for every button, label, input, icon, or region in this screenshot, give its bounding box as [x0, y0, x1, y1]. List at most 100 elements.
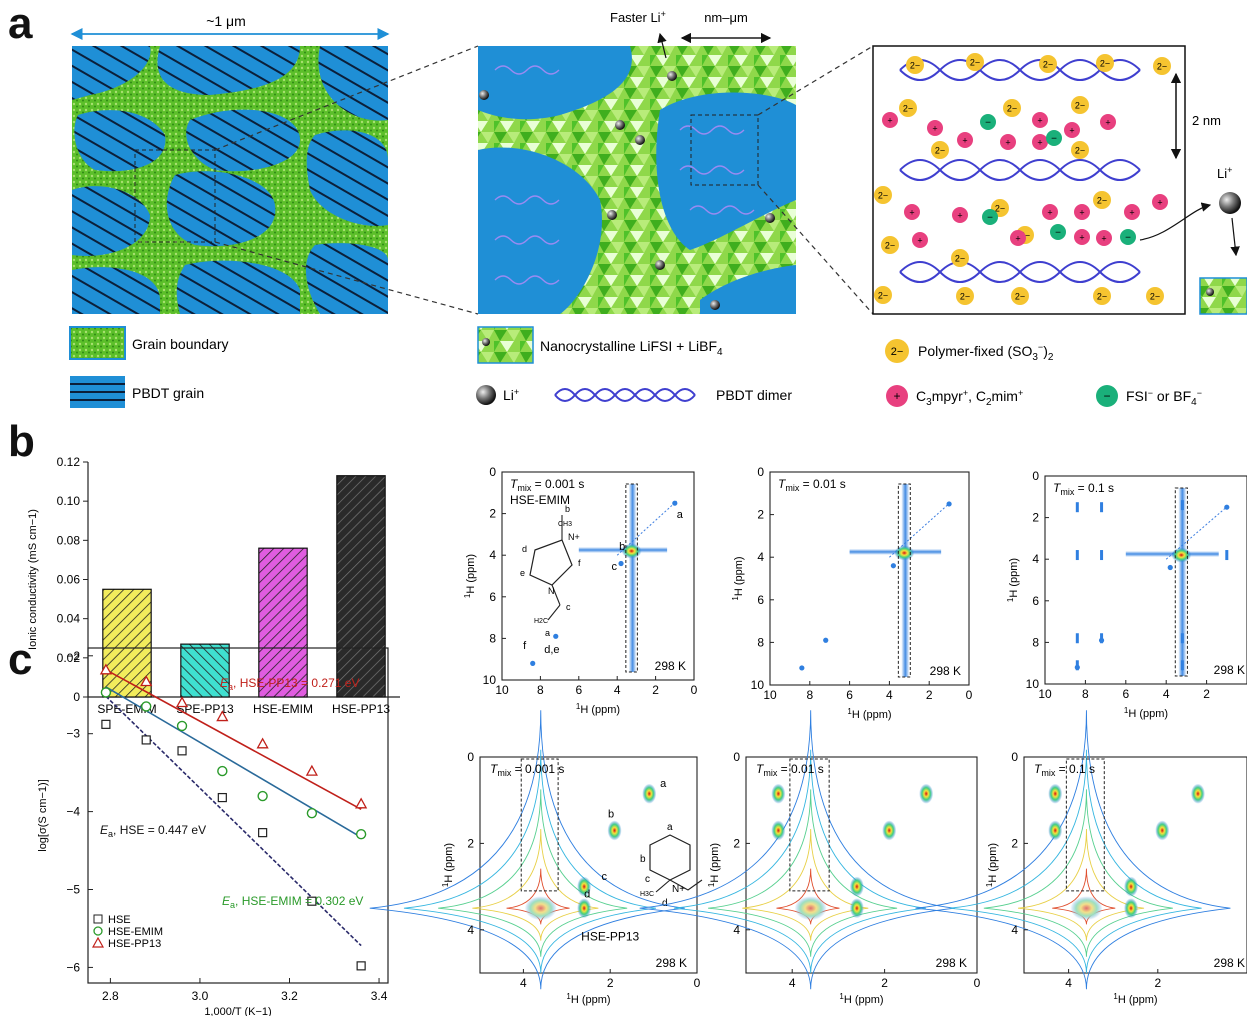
axis-title: 1H (ppm) — [1006, 558, 1020, 602]
y-tick-label: 0.04 — [57, 612, 81, 626]
svg-text:+: + — [1069, 126, 1074, 136]
y-tick-label: 2 — [1032, 511, 1039, 525]
polymer-fixed-ion: 2− — [1146, 287, 1164, 305]
svg-text:+: + — [893, 389, 900, 403]
svg-text:+: + — [932, 124, 937, 134]
scale-label-1um: ~1 μm — [206, 13, 246, 29]
svg-text:2−: 2− — [1075, 146, 1085, 156]
data-point — [217, 765, 228, 777]
structure-label: d — [522, 544, 527, 554]
legend-li: Li+ — [476, 385, 519, 405]
data-point — [355, 797, 368, 809]
polymer-fixed-ion: 2− — [931, 141, 949, 159]
cation-ion: + — [1152, 194, 1168, 210]
data-point — [140, 675, 153, 687]
highlight-box — [897, 483, 911, 678]
x-tick-label: 4 — [1163, 687, 1170, 701]
y-tick-label: 0.02 — [57, 651, 81, 665]
polymer-fixed-ion: 2− — [881, 236, 899, 254]
x-tick-label: 3.4 — [371, 989, 388, 1003]
y-tick-label: 2 — [733, 836, 740, 850]
y-axis-title: Ionic conductivity (mS cm−1) — [27, 509, 39, 650]
data-point — [217, 792, 227, 803]
cation-ion: + — [1096, 230, 1112, 246]
svg-text:−: − — [987, 213, 993, 224]
peak — [1075, 502, 1079, 513]
peak-label: a — [677, 509, 684, 521]
cross-peak — [621, 543, 642, 559]
svg-text:PBDT dimer: PBDT dimer — [716, 387, 792, 403]
data-point — [101, 719, 111, 729]
axis-title: 1H (ppm) — [463, 554, 477, 598]
x-tick-label: 4 — [789, 976, 796, 990]
structure-label: N+ — [672, 884, 685, 895]
ea-label-hse: Ea, HSE = 0.447 eV — [100, 823, 206, 839]
cross-peak — [894, 545, 915, 561]
legend-entry: HSE — [108, 914, 131, 926]
peak-label: d — [584, 888, 590, 900]
svg-text:Polymer-fixed (SO3−)2: Polymer-fixed (SO3−)2 — [918, 342, 1054, 363]
polymer-fixed-ion: 2− — [1093, 287, 1111, 305]
data-point — [216, 710, 229, 722]
data-point — [257, 790, 268, 802]
y-tick-label: 4 — [1011, 923, 1018, 937]
peak — [1100, 633, 1104, 644]
x-tick-label: 0 — [966, 688, 973, 702]
peak — [1180, 633, 1184, 644]
svg-text:2−: 2− — [1015, 292, 1025, 302]
fit-line — [105, 669, 362, 810]
svg-text:2−: 2− — [960, 292, 970, 302]
svg-text:2−: 2− — [885, 241, 895, 251]
x-tick-label: 0 — [974, 976, 981, 990]
ea-label-pp13: Ea, HSE-PP13 = 0.271 eV — [220, 676, 359, 692]
x-tick-label: 6 — [1122, 687, 1129, 701]
polymer-fixed-ion: 2− — [1003, 99, 1021, 117]
highlight-box — [789, 758, 830, 892]
axis-title: 1H (ppm) — [1124, 706, 1168, 720]
cross-peak — [1171, 547, 1192, 563]
cation-ion: + — [1032, 112, 1048, 128]
panel-label-c: c — [8, 635, 33, 684]
faster-li-label: Faster Li+ — [610, 9, 666, 25]
y-tick-label: −5 — [66, 883, 80, 897]
svg-text:+: + — [1005, 138, 1010, 148]
cation-ion: + — [912, 232, 928, 248]
peak-label: b — [608, 808, 614, 820]
cross-peak — [919, 783, 934, 804]
svg-text:2−: 2− — [910, 61, 920, 71]
y-tick-label: 0.12 — [57, 455, 81, 469]
svg-text:+: + — [1037, 138, 1042, 148]
x-tick-label: 2 — [1203, 687, 1210, 701]
y-tick-label: 0 — [1011, 750, 1018, 764]
temperature-label: 298 K — [936, 956, 967, 970]
legend-pbdt-grain: PBDT grain — [70, 376, 204, 408]
legend-pbdt-dimer: PBDT dimer — [554, 387, 792, 403]
cross-peak — [577, 876, 592, 897]
anion-ion: − — [1046, 130, 1062, 146]
temperature-label: 298 K — [1214, 956, 1245, 970]
peak — [1075, 660, 1079, 671]
svg-text:+: + — [909, 208, 914, 218]
svg-text:−: − — [1125, 233, 1131, 244]
cross-peak — [1155, 820, 1170, 841]
data-point — [99, 663, 113, 675]
polymer-fixed-ion: 2− — [1011, 287, 1029, 305]
structure-label: e — [520, 568, 525, 578]
svg-text:+: + — [1079, 233, 1084, 243]
x-tick-label: 2 — [1154, 976, 1161, 990]
svg-text:2−: 2− — [935, 146, 945, 156]
scale-label-2nm: 2 nm — [1192, 113, 1221, 128]
axis-title: 1H (ppm) — [576, 702, 620, 716]
data-point — [258, 828, 268, 838]
polymer-fixed-ion: 2− — [1096, 54, 1114, 72]
svg-text:Nanocrystalline LiFSI + LiBF4: Nanocrystalline LiFSI + LiBF4 — [540, 338, 723, 358]
peak — [1100, 502, 1104, 513]
peak — [1225, 550, 1229, 561]
y-tick-label: 4 — [1032, 552, 1039, 566]
structure-label: CH3 — [558, 521, 572, 528]
svg-text:2−: 2− — [1075, 101, 1085, 111]
cross-peak — [849, 876, 864, 897]
x-tick-label: HSE-EMIM — [253, 702, 313, 716]
pp13-structure: a bc H3C N+ d — [640, 822, 703, 909]
ea-label-emim: Ea, HSE-EMIM = 0.302 eV — [222, 894, 363, 910]
